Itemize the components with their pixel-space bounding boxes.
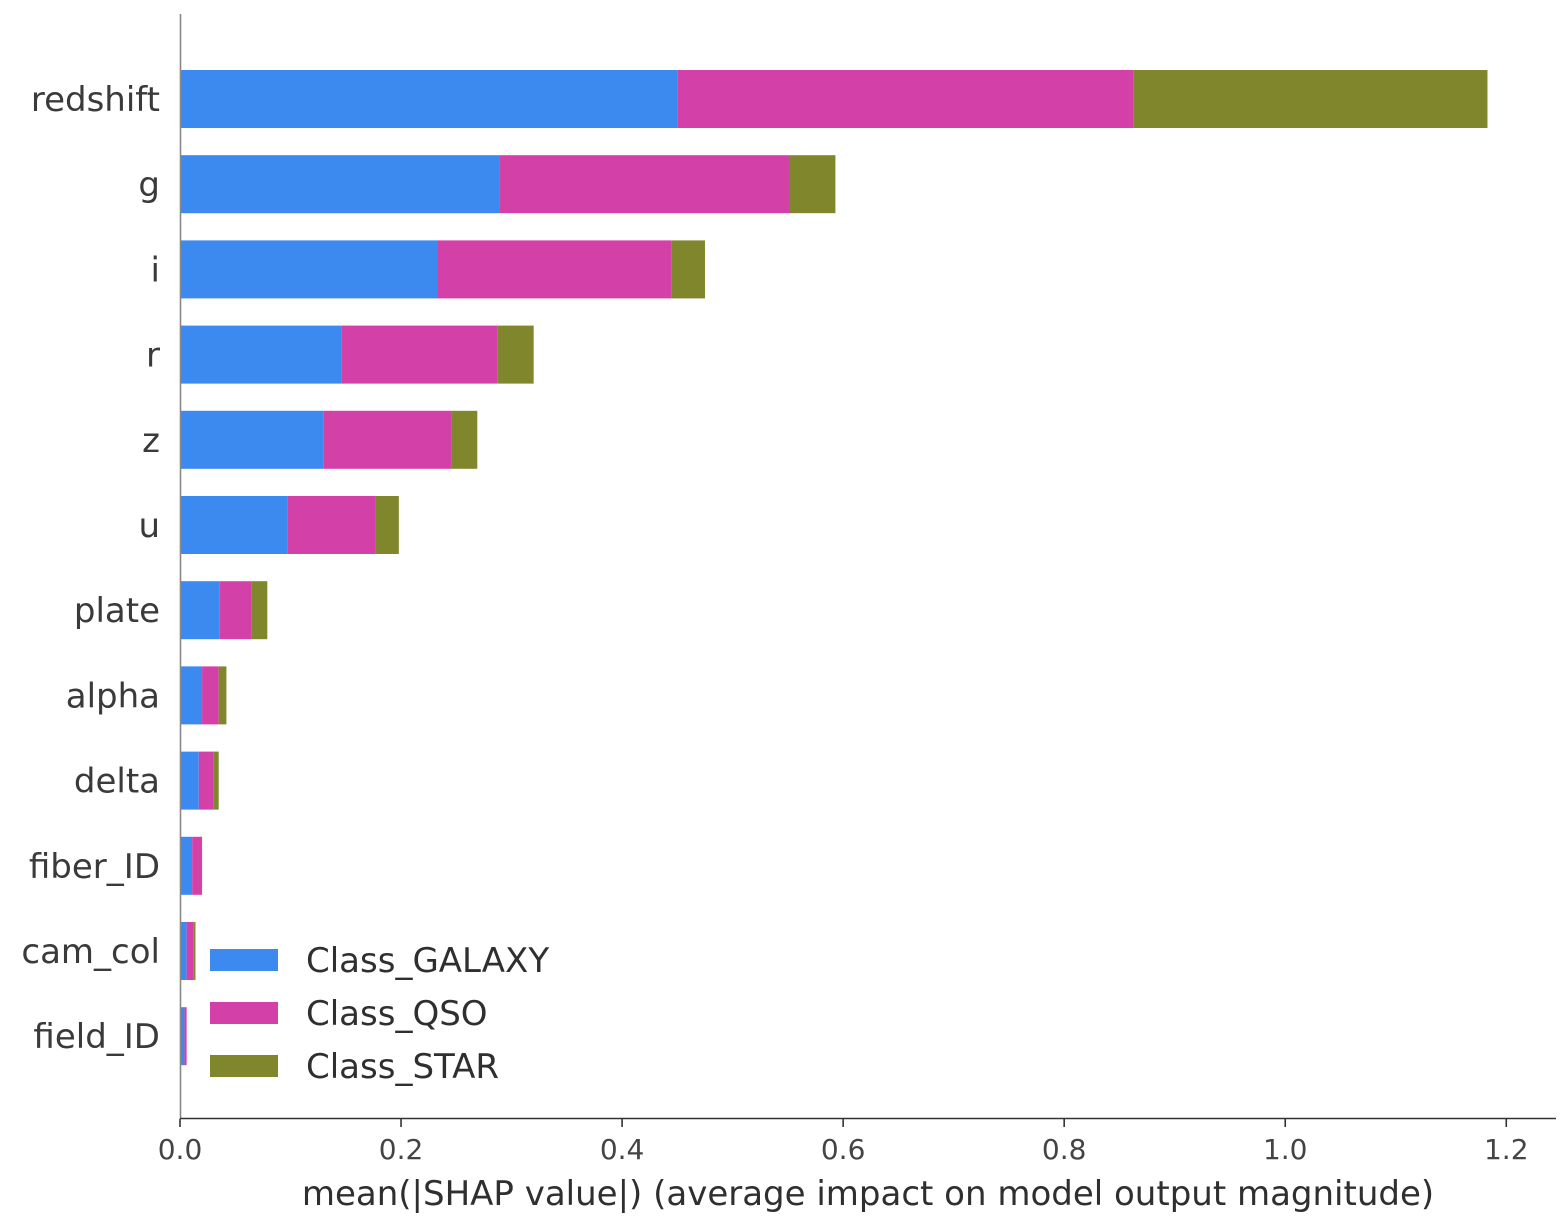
- category-labels: redshift g i r z u plate alpha delta fiber_ID cam_…: [21, 80, 160, 1057]
- bar-field-id-class-qso: [184, 1007, 187, 1066]
- bar-delta-class-qso: [198, 751, 214, 810]
- legend-swatch-class-qso: [210, 1002, 278, 1024]
- bar-alpha-class-star: [218, 666, 227, 725]
- category-label-alpha: alpha: [66, 676, 160, 716]
- bar-u-class-galaxy: [180, 496, 288, 554]
- x-axis-title: mean(|SHAP value|) (average impact on mo…: [302, 1174, 1434, 1214]
- bar-fiber-id-class-qso: [192, 836, 201, 895]
- bar-cam-col-class-galaxy: [180, 922, 187, 980]
- x-tick-label: 0.4: [600, 1133, 645, 1166]
- bar-cam-col-class-star: [193, 922, 196, 980]
- bar-redshift-class-star: [1133, 70, 1488, 128]
- bar-z-class-galaxy: [180, 410, 324, 469]
- bar-alpha-class-galaxy: [180, 666, 203, 725]
- x-tick-label: 0.0: [158, 1133, 203, 1166]
- category-label-z: z: [142, 421, 160, 461]
- bar-z-class-star: [451, 410, 478, 469]
- x-tick-label: 1.0: [1263, 1133, 1308, 1166]
- category-label-cam-col: cam_col: [21, 932, 160, 972]
- category-label-plate: plate: [74, 591, 160, 631]
- bar-plate-class-star: [251, 581, 268, 640]
- bar-i-class-galaxy: [180, 240, 438, 299]
- bar-plate-class-qso: [219, 581, 252, 640]
- category-label-i: i: [151, 250, 160, 290]
- category-label-r: r: [146, 336, 160, 376]
- legend-swatch-class-galaxy: [210, 949, 278, 971]
- bar-delta-class-galaxy: [180, 751, 199, 810]
- x-axis-ticks: 0.0 0.2 0.4 0.6 0.8 1.0 1.2: [158, 1119, 1529, 1166]
- x-tick-label: 0.8: [1042, 1133, 1087, 1166]
- legend-label-class-galaxy: Class_GALAXY: [306, 941, 549, 981]
- bar-plate-class-galaxy: [180, 581, 220, 640]
- x-tick-label: 1.2: [1484, 1133, 1529, 1166]
- bar-delta-class-star: [213, 751, 219, 810]
- category-label-redshift: redshift: [31, 80, 160, 120]
- category-label-fiber-id: fiber_ID: [29, 847, 160, 887]
- bar-redshift-class-galaxy: [180, 70, 678, 128]
- bar-fiber-id-class-galaxy: [180, 836, 193, 895]
- bar-g-class-star: [788, 155, 836, 214]
- bar-r-class-qso: [341, 325, 498, 384]
- legend-label-class-qso: Class_QSO: [306, 994, 488, 1034]
- legend: Class_GALAXY Class_QSO Class_STAR: [210, 941, 549, 1087]
- bar-field-id-class-galaxy: [180, 1007, 185, 1066]
- bar-z-class-qso: [323, 410, 452, 469]
- bars-layer: [180, 70, 1488, 1066]
- bar-u-class-star: [375, 496, 399, 554]
- category-label-delta: delta: [74, 762, 160, 802]
- bar-i-class-star: [671, 240, 705, 299]
- bar-alpha-class-qso: [202, 666, 219, 725]
- legend-label-class-star: Class_STAR: [306, 1047, 499, 1087]
- bar-r-class-star: [497, 325, 534, 384]
- bar-g-class-qso: [499, 155, 789, 214]
- bar-cam-col-class-qso: [186, 922, 194, 980]
- category-label-u: u: [138, 506, 160, 546]
- bar-i-class-qso: [437, 240, 672, 299]
- bar-fiber-id-class-star: [201, 836, 203, 895]
- category-label-g: g: [138, 165, 160, 205]
- bar-g-class-galaxy: [180, 155, 500, 214]
- legend-swatch-class-star: [210, 1055, 278, 1077]
- x-tick-label: 0.6: [821, 1133, 866, 1166]
- bar-r-class-galaxy: [180, 325, 342, 384]
- bar-u-class-qso: [287, 496, 376, 554]
- category-label-field-id: field_ID: [33, 1017, 160, 1057]
- x-tick-label: 0.2: [379, 1133, 424, 1166]
- bar-redshift-class-qso: [677, 70, 1134, 128]
